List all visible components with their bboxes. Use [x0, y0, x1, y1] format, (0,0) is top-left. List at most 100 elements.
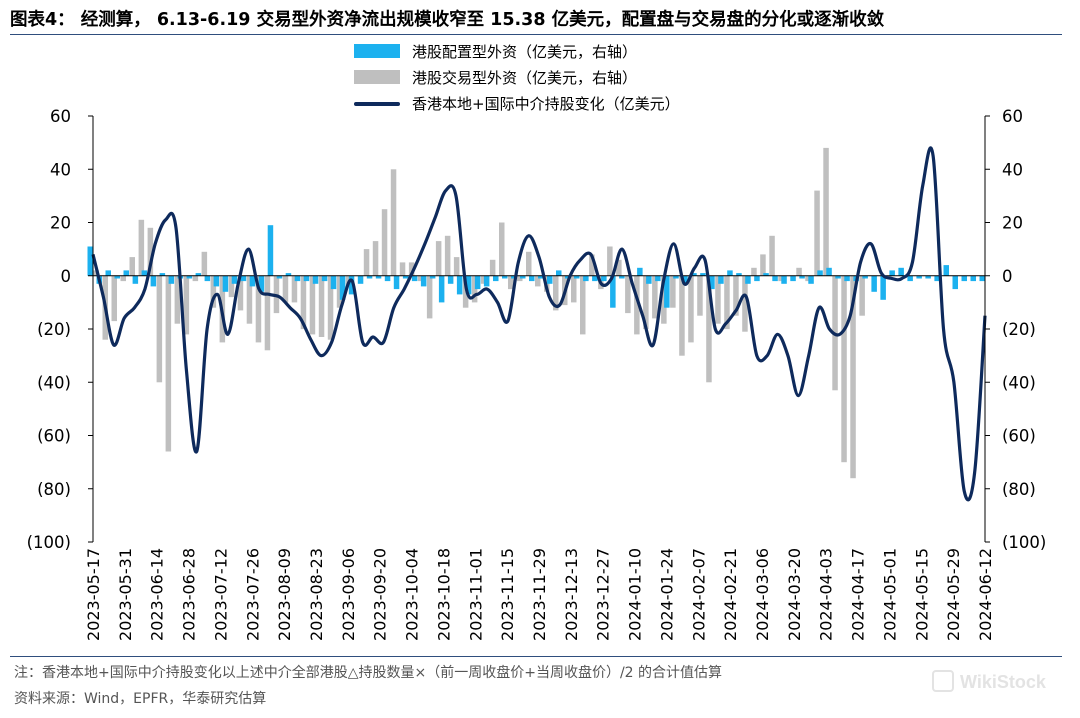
- allocation-bar: [592, 275, 598, 282]
- trading-bar: [156, 275, 163, 383]
- trading-bar: [282, 275, 289, 303]
- source-note: 资料来源：Wind，EPFR，华泰研究估算: [14, 691, 267, 707]
- trading-bar: [517, 275, 523, 282]
- trading-bar: [751, 267, 757, 276]
- x-tick-label: 2024-03-20: [785, 548, 804, 641]
- allocation-bar: [844, 275, 850, 282]
- allocation-bar: [186, 275, 193, 279]
- allocation-bar: [979, 275, 985, 282]
- allocation-bar: [213, 275, 220, 287]
- allocation-bar: [799, 275, 805, 279]
- allocation-bar: [132, 275, 139, 284]
- x-tick-label: 2023-10-18: [434, 548, 453, 641]
- allocation-bar: [420, 275, 427, 287]
- trading-bar: [805, 275, 811, 282]
- x-tick-label: 2023-06-14: [148, 548, 167, 641]
- trading-bar: [444, 235, 451, 276]
- trading-bar: [823, 147, 829, 276]
- allocation-bar: [87, 246, 93, 276]
- allocation-bar: [258, 275, 265, 292]
- trading-bar: [688, 275, 694, 343]
- legend-item-line: 香港本地+国际中介持股变化（亿美元）: [354, 90, 680, 116]
- trading-bar: [508, 275, 514, 290]
- x-tick-label: 2023-08-09: [275, 548, 294, 641]
- trading-bar: [489, 259, 496, 276]
- allocation-bar: [357, 275, 364, 284]
- trading-bar: [499, 222, 505, 276]
- allocation-bar: [781, 275, 787, 284]
- trading-bar: [417, 275, 424, 282]
- legend: 港股配置型外资（亿美元，右轴） 港股交易型外资（亿美元，右轴） 香港本地+国际中…: [354, 38, 680, 116]
- watermark-icon: [932, 670, 954, 692]
- trading-bar: [706, 275, 712, 383]
- trading-bar: [697, 275, 703, 316]
- trading-bar: [859, 275, 865, 316]
- x-tick-label: 2024-04-03: [817, 548, 836, 641]
- legend-label-line: 香港本地+国际中介持股变化（亿美元）: [412, 94, 680, 113]
- allocation-bar: [961, 275, 967, 282]
- allocation-bar: [889, 270, 895, 276]
- x-tick-label: 2023-12-13: [562, 548, 581, 641]
- allocation-bar: [339, 275, 346, 300]
- allocation-bar: [429, 275, 436, 279]
- x-tick-label: 2024-02-07: [689, 548, 708, 641]
- allocation-bar: [150, 275, 157, 287]
- allocation-bar: [204, 275, 211, 282]
- trading-bar: [174, 275, 181, 324]
- allocation-bar: [916, 275, 922, 279]
- trading-bar: [480, 275, 487, 284]
- allocation-bar: [384, 275, 391, 282]
- right-tick-label: 0: [1002, 267, 1013, 286]
- legend-item-allocation: 港股配置型外资（亿美元，右轴）: [354, 38, 680, 64]
- trading-bar: [850, 275, 856, 479]
- right-tick-label: (60): [1002, 427, 1036, 446]
- trading-bar: [399, 262, 406, 276]
- trading-bar: [715, 275, 721, 324]
- allocation-bar: [141, 270, 148, 276]
- legend-label-allocation: 港股配置型外资（亿美元，右轴）: [412, 42, 638, 61]
- trading-bar: [661, 275, 667, 324]
- trading-bar: [120, 275, 126, 282]
- axes: 60 60 40 40 20 20 0 0 (20) (20) (40) (40) (60) (60) (8…: [27, 107, 1047, 641]
- allocation-bar: [925, 275, 931, 279]
- right-tick-label: 40: [1002, 160, 1023, 179]
- allocation-bar: [835, 275, 841, 279]
- allocation-bar: [195, 273, 202, 276]
- allocation-bar: [808, 275, 814, 284]
- allocation-bar: [105, 270, 111, 276]
- allocation-bar: [168, 275, 175, 284]
- allocation-bar: [772, 275, 778, 282]
- allocation-bar: [736, 273, 742, 276]
- allocation-bar: [790, 275, 796, 282]
- allocation-bar: [646, 275, 652, 284]
- allocation-bar: [880, 275, 886, 300]
- allocation-bar: [574, 275, 580, 279]
- allocation-bar: [267, 225, 274, 276]
- trading-bar: [363, 249, 370, 276]
- trading-bar: [237, 275, 244, 311]
- allocation-bar: [727, 270, 733, 276]
- trading-bar: [147, 227, 154, 276]
- allocation-bar: [465, 275, 472, 295]
- trading-bar: [769, 235, 775, 276]
- trading-bar: [742, 275, 748, 332]
- allocation-bars: [87, 225, 985, 308]
- allocation-bar: [321, 275, 328, 282]
- trading-bar: [571, 275, 577, 303]
- right-tick-label: (20): [1002, 320, 1036, 339]
- trading-bar: [607, 246, 613, 276]
- trading-bar: [318, 275, 325, 337]
- allocation-bar: [330, 275, 337, 290]
- trading-bar: [679, 275, 685, 356]
- legend-swatch-trading: [354, 70, 400, 84]
- allocation-bar: [700, 273, 706, 276]
- trading-bar: [426, 275, 433, 319]
- trading-bar: [652, 275, 658, 319]
- allocation-bar: [754, 275, 760, 282]
- trading-bar: [625, 275, 631, 314]
- trading-bar: [264, 275, 271, 351]
- left-tick-label: 40: [50, 160, 71, 179]
- x-tick-label: 2023-07-26: [243, 548, 262, 641]
- trading-bar: [553, 275, 559, 311]
- trading-bar: [580, 275, 586, 335]
